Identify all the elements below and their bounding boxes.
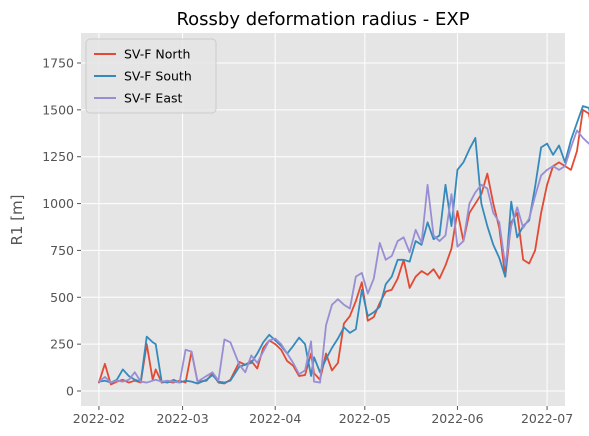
y-tick-label: 1000 [42, 196, 74, 211]
x-tick-label: 2022-04 [249, 411, 301, 426]
y-tick-label: 0 [66, 384, 74, 399]
legend-label: SV-F South [124, 69, 192, 84]
legend-box [85, 38, 217, 114]
x-axis-ticks: 2022-02 2022-03 2022-04 2022-05 2022-06 2022-… [73, 406, 573, 426]
y-tick-label: 1750 [42, 55, 74, 70]
x-tick-label: 2022-07 [521, 411, 573, 426]
x-tick-label: 2022-02 [73, 411, 125, 426]
legend-label: SV-F East [124, 91, 182, 106]
series-line-2 [98, 105, 589, 385]
x-tick-label: 2022-06 [431, 411, 483, 426]
y-tick-label: 500 [50, 290, 74, 305]
series-line-1 [98, 108, 589, 386]
chart-title: Rossby deformation radius - EXP [176, 9, 469, 30]
legend-label: SV-F North [124, 47, 190, 62]
series-line-3 [98, 129, 589, 384]
y-tick-label: 1500 [42, 102, 74, 117]
y-tick-label: 750 [50, 243, 74, 258]
y-axis-ticks: 0 250 500 750 1000 1250 1500 1750 [42, 55, 81, 399]
series-lines [98, 105, 589, 386]
x-tick-label: 2022-03 [156, 411, 208, 426]
y-tick-label: 250 [50, 337, 74, 352]
y-axis-label: R1 [m] [8, 194, 26, 245]
y-tick-label: 1250 [42, 149, 74, 164]
x-tick-label: 2022-05 [339, 411, 391, 426]
legend: SV-F North SV-F South SV-F East [85, 38, 217, 114]
